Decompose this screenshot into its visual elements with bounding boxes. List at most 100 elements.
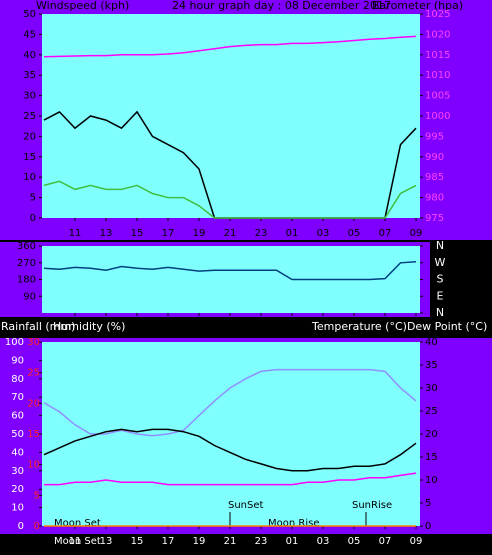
series-line xyxy=(43,180,417,219)
x-tick-label: 01 xyxy=(286,536,299,547)
y-tick-label: 270 xyxy=(17,258,36,269)
x-tick-label: 07 xyxy=(379,228,392,239)
x-tick-label: 23 xyxy=(255,228,268,239)
y-tick-label: 60 xyxy=(11,411,24,422)
y-tick-label: 80 xyxy=(11,374,24,385)
x-tick-label: 17 xyxy=(162,228,175,239)
y-tick-label: 0 xyxy=(30,213,36,224)
x-tick-label: 03 xyxy=(317,228,330,239)
y-axis-title: Windspeed (kph) xyxy=(36,0,129,12)
y2-tick-label: 25 xyxy=(425,406,438,417)
x-tick-label: 05 xyxy=(348,536,361,547)
x-tick-label: 15 xyxy=(131,228,144,239)
x-tick-label: 21 xyxy=(224,228,237,239)
x-tick-label: 05 xyxy=(348,228,361,239)
x-tick-label: 21 xyxy=(224,536,237,547)
y2-tick-label: 985 xyxy=(425,172,444,183)
series-line xyxy=(43,368,417,437)
y2-tick-label: 1010 xyxy=(425,70,450,81)
y2-tick-label: 975 xyxy=(425,213,444,224)
x-tick-label: 13 xyxy=(100,536,113,547)
series-line xyxy=(44,472,417,486)
y2-tick-label: 1025 xyxy=(425,9,450,20)
x-tick-label: 13 xyxy=(100,228,113,239)
y2-tick-label: 40 xyxy=(425,337,438,348)
y2-tick-label: N xyxy=(436,306,444,319)
y-tick-label: 15 xyxy=(23,152,36,163)
y-tick-label: 10 xyxy=(23,172,36,183)
chart-title: 24 hour graph day : 08 December 2017 xyxy=(172,0,391,12)
x-tick-label: 15 xyxy=(131,536,144,547)
x-tick-label: 11 xyxy=(69,536,82,547)
y-tick-label: 20 xyxy=(23,131,36,142)
y-tick-label: 30 xyxy=(11,466,24,477)
x-tick-label: 01 xyxy=(286,228,299,239)
y2-tick-label: 0 xyxy=(425,521,431,532)
x-tick-label: 07 xyxy=(379,536,392,547)
y-tick-label: 45 xyxy=(23,29,36,40)
series-line xyxy=(43,261,417,281)
y-tick-label: 100 xyxy=(5,337,24,348)
series-line xyxy=(43,35,417,58)
y-tick-label: 70 xyxy=(11,392,24,403)
y-tick-label: 90 xyxy=(23,291,36,302)
y-tick-label: 0 xyxy=(18,521,24,532)
x-tick-label: 17 xyxy=(162,536,175,547)
y-tick-label: 35 xyxy=(23,70,36,81)
y3-tick-label: 5 xyxy=(34,490,40,501)
y-tick-label: 25 xyxy=(23,111,36,122)
y2-tick-label: 15 xyxy=(425,452,438,463)
y2-tick-label: 30 xyxy=(425,383,438,394)
y-tick-label: 30 xyxy=(23,91,36,102)
y2-tick-label: 980 xyxy=(425,193,444,204)
x-tick-label: 09 xyxy=(410,228,423,239)
y-tick-label: 5 xyxy=(30,193,36,204)
y-tick-label: 90 xyxy=(11,355,24,366)
y-tick-label: 40 xyxy=(23,50,36,61)
series-line xyxy=(43,428,417,472)
x-tick-label: 03 xyxy=(317,536,330,547)
y3-tick-label: 0 xyxy=(34,521,40,532)
y3-tick-label: 10 xyxy=(27,460,40,471)
annotation: SunSet xyxy=(228,500,264,511)
y2-tick-label: N xyxy=(436,239,444,252)
y2-tick-label: 20 xyxy=(425,429,438,440)
x-tick-label: 23 xyxy=(255,536,268,547)
y2-tick-label: 990 xyxy=(425,152,444,163)
y2-tick-label: 10 xyxy=(425,475,438,486)
y3-tick-label: 30 xyxy=(27,337,40,348)
y2-tick-label: 1015 xyxy=(425,50,450,61)
y-tick-label: 50 xyxy=(11,429,24,440)
y3-tick-label: 25 xyxy=(27,368,40,379)
y-tick-label: 40 xyxy=(11,447,24,458)
y2-tick-label: 35 xyxy=(425,360,438,371)
y2-tick-label: S xyxy=(437,273,444,286)
plot-area xyxy=(42,14,420,218)
annotation: SunRise xyxy=(352,500,392,511)
annotation: Moon Rise xyxy=(268,518,319,529)
y-tick-label: 20 xyxy=(11,484,24,495)
x-tick-label: 19 xyxy=(193,228,206,239)
y3-tick-label: 15 xyxy=(27,429,40,440)
x-tick-label: 11 xyxy=(69,228,82,239)
y2-tick-label: E xyxy=(437,289,444,302)
y-axis-title: Humidity (%) xyxy=(53,320,125,333)
annotation: Moon Set xyxy=(54,536,101,547)
y-tick-label: 10 xyxy=(11,503,24,514)
annotation: Moon Set xyxy=(54,518,101,529)
x-tick-label: 09 xyxy=(410,536,423,547)
y2-axis-title: Temperature (°C)Dew Point (°C) xyxy=(311,320,487,333)
y2-tick-label: 1020 xyxy=(425,29,450,40)
y3-tick-label: 20 xyxy=(27,398,40,409)
y-tick-label: 360 xyxy=(17,241,36,252)
y2-tick-label: 1005 xyxy=(425,91,450,102)
x-tick-label: 19 xyxy=(193,536,206,547)
y2-tick-label: 5 xyxy=(425,498,431,509)
y2-tick-label: 1000 xyxy=(425,111,450,122)
y2-axis-title: Barometer (hpa) xyxy=(372,0,463,12)
y2-tick-label: W xyxy=(435,256,446,269)
y3-axis-title: Rainfall (mm) xyxy=(1,320,75,333)
y-tick-label: 50 xyxy=(23,9,36,20)
y-tick-label: 180 xyxy=(17,275,36,286)
